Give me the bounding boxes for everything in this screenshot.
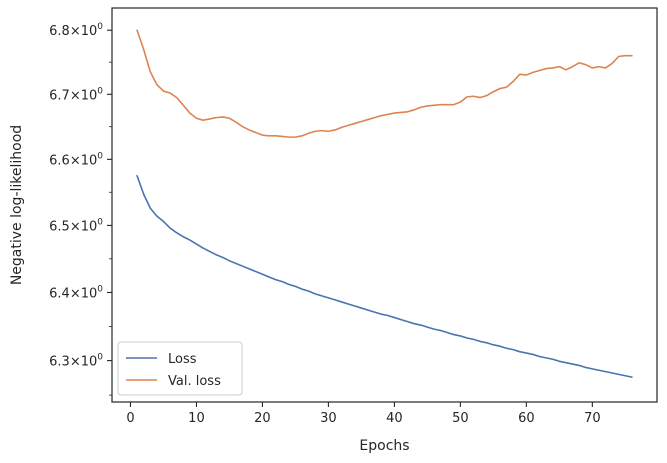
y-tick-label: 6.5×100 [49, 217, 103, 234]
x-tick-label: 50 [452, 411, 469, 426]
legend: Loss Val. loss [117, 341, 243, 396]
x-tick-label: 70 [584, 411, 601, 426]
legend-label-loss: Loss [168, 352, 197, 367]
series-loss-line [136, 174, 633, 378]
series-val-loss-line [136, 29, 633, 138]
plot-area [111, 7, 658, 403]
y-axis-label: Negative log-likelihood [9, 125, 25, 285]
y-tick-label: 6.8×100 [49, 22, 103, 39]
y-tick-label: 6.6×100 [49, 151, 103, 168]
y-tick-label: 6.7×100 [49, 86, 103, 103]
x-tick-label: 60 [518, 411, 535, 426]
y-axis: 6.3×100 6.4×100 6.5×100 6.6×100 6.7×100 6.8×1… [49, 22, 112, 396]
x-tick-label: 0 [126, 411, 134, 426]
legend-box [117, 341, 243, 396]
y-tick-label: 6.3×100 [49, 353, 103, 370]
x-axis: 0 10 20 30 40 50 60 70 [126, 402, 601, 426]
x-tick-label: 10 [188, 411, 205, 426]
y-tick-label: 6.4×100 [49, 284, 103, 301]
x-tick-label: 40 [386, 411, 403, 426]
legend-label-val-loss: Val. loss [168, 374, 221, 389]
x-tick-label: 30 [320, 411, 337, 426]
series-lines [136, 29, 633, 378]
x-tick-label: 20 [254, 411, 271, 426]
x-axis-label: Epochs [359, 438, 409, 454]
